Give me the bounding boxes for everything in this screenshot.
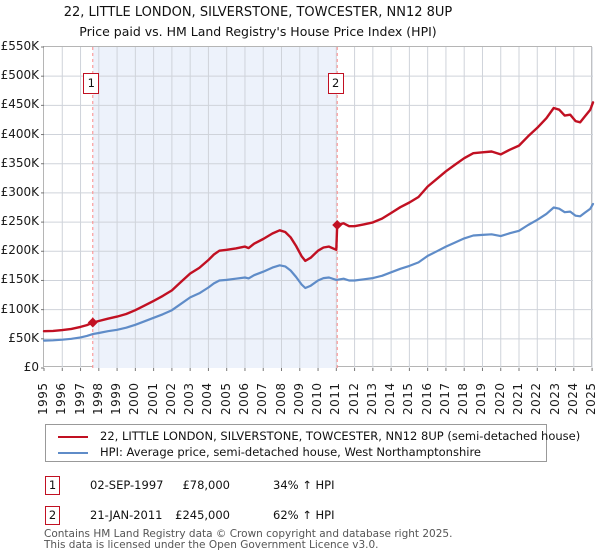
x-axis-label: 1999 (109, 382, 124, 415)
page-title: 22, LITTLE LONDON, SILVERSTONE, TOWCESTE… (63, 5, 453, 20)
footer-line-1: Contains HM Land Registry data © Crown c… (44, 528, 453, 540)
legend-swatch (58, 435, 88, 438)
x-axis-label: 2018 (456, 382, 471, 415)
y-axis-label: £500K (0, 68, 39, 83)
footer: Contains HM Land Registry data © Crown c… (44, 529, 452, 551)
y-axis-label: £50K (8, 330, 39, 345)
legend-entry: HPI: Average price, semi-detached house,… (58, 444, 546, 460)
x-axis-label: 2023 (547, 382, 562, 415)
x-axis-label: 1995 (36, 382, 50, 415)
transaction-hpi-diff: 62% ↑ HPI (273, 508, 335, 522)
y-axis-label: £150K (0, 272, 39, 287)
x-axis-label: 2004 (200, 382, 215, 415)
transaction-row: 2 21-JAN-2011 £245,000 62% ↑ HPI (45, 504, 585, 534)
footer-line-2: This data is licensed under the Open Gov… (44, 539, 379, 551)
hpi-line (42, 202, 595, 342)
transaction-number-badge: 1 (45, 476, 60, 495)
x-axis-label: 2024 (565, 382, 580, 415)
chart-title: 22, LITTLE LONDON, SILVERSTONE, TOWCESTE… (0, 3, 516, 41)
x-axis-label: 2015 (401, 382, 416, 415)
x-axis-label: 2003 (182, 382, 197, 415)
sale-marker-badge-2: 2 (327, 73, 344, 94)
transaction-date: 02-SEP-1997 (90, 478, 164, 492)
x-axis-label: 2013 (364, 382, 379, 415)
x-axis-label: 2007 (255, 382, 270, 415)
y-axis-label: £400K (0, 126, 39, 141)
x-axis-label: 2006 (236, 382, 251, 415)
transaction-price: £245,000 (175, 508, 230, 522)
y-axis-label: £450K (0, 97, 39, 112)
legend-swatch (58, 451, 88, 454)
y-axis-label: £550K (0, 39, 39, 53)
price-paid-line (42, 101, 595, 333)
legend: 22, LITTLE LONDON, SILVERSTONE, TOWCESTE… (45, 424, 580, 462)
x-axis-label: 1997 (72, 382, 87, 415)
x-axis-label: 2022 (529, 382, 544, 415)
x-axis-label: 2010 (310, 382, 325, 415)
transaction-price: £78,000 (182, 478, 230, 492)
legend-label: HPI: Average price, semi-detached house,… (100, 445, 481, 459)
x-axis-label: 2002 (163, 382, 178, 415)
x-axis-label: 2011 (328, 382, 343, 415)
sale-marker-badge-1: 1 (83, 73, 100, 94)
x-axis-label: 2020 (492, 382, 507, 415)
transaction-date: 21-JAN-2011 (90, 508, 163, 522)
sale-marker-dot (87, 317, 98, 328)
y-axis-label: £100K (0, 301, 39, 316)
x-axis-label: 2019 (474, 382, 489, 415)
x-axis-label: 2000 (127, 382, 142, 415)
x-axis-label: 2009 (291, 382, 306, 415)
x-axis-label: 2001 (145, 382, 160, 415)
x-axis-label: 2014 (383, 382, 398, 415)
y-axis-label: £0 (23, 360, 39, 374)
hpi-shaded-band (92, 47, 338, 368)
x-axis-label: 2008 (273, 382, 288, 415)
plot-area (41, 46, 595, 371)
x-axis-label: 2021 (511, 382, 525, 415)
legend-entry: 22, LITTLE LONDON, SILVERSTONE, TOWCESTE… (58, 428, 580, 444)
transaction-row: 1 02-SEP-1997 £78,000 34% ↑ HPI (45, 474, 585, 504)
legend-label: 22, LITTLE LONDON, SILVERSTONE, TOWCESTE… (100, 429, 581, 443)
y-axis-label: £300K (0, 184, 39, 199)
chart-canvas (41, 46, 595, 371)
x-axis-label: 2012 (346, 382, 361, 415)
chart-subtitle: Price paid vs. HM Land Registry's House … (79, 24, 437, 39)
x-axis-label: 1998 (90, 382, 105, 415)
transaction-number-badge: 2 (45, 506, 60, 525)
y-axis-label: £350K (0, 155, 39, 170)
x-axis-label: 2017 (437, 382, 452, 415)
transaction-hpi-diff: 34% ↑ HPI (273, 478, 335, 492)
x-axis-label: 2016 (419, 382, 434, 415)
transaction-table: 1 02-SEP-1997 £78,000 34% ↑ HPI 2 21-JAN-2011… (45, 474, 585, 534)
sale-marker-dot (332, 220, 343, 231)
x-axis-label: 2005 (218, 382, 233, 415)
y-axis-label: £250K (0, 214, 39, 229)
x-axis-label: 1996 (54, 382, 69, 415)
y-axis-label: £200K (0, 243, 39, 258)
x-axis-label: 2025 (584, 382, 599, 415)
